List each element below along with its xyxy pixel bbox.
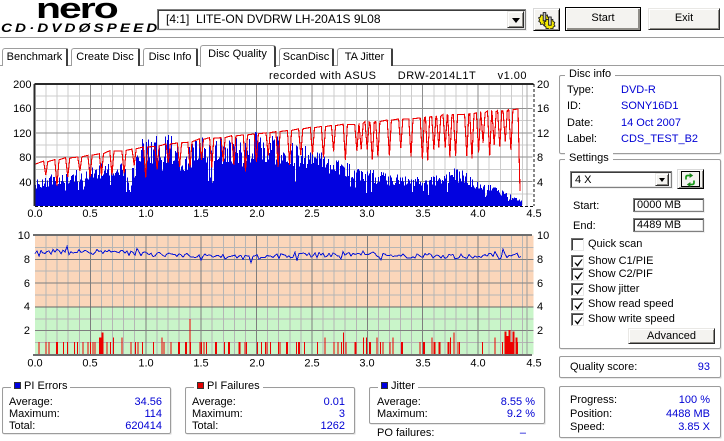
svg-text:1.5: 1.5 <box>193 208 208 220</box>
svg-text:8: 8 <box>24 254 30 266</box>
svg-text:8: 8 <box>537 254 543 266</box>
svg-text:4.0: 4.0 <box>470 208 485 220</box>
svg-text:200: 200 <box>13 79 31 91</box>
svg-text:10: 10 <box>537 230 549 242</box>
svg-text:2: 2 <box>537 325 543 337</box>
svg-text:2.5: 2.5 <box>304 358 319 370</box>
svg-text:1.0: 1.0 <box>138 208 153 220</box>
svg-text:0.5: 0.5 <box>82 208 97 220</box>
svg-text:4.0: 4.0 <box>470 358 485 370</box>
svg-text:6: 6 <box>537 278 543 290</box>
svg-text:40: 40 <box>19 177 31 189</box>
svg-text:4: 4 <box>537 301 543 313</box>
svg-text:6: 6 <box>24 278 30 290</box>
svg-text:1.5: 1.5 <box>193 358 208 370</box>
svg-text:3.5: 3.5 <box>415 358 430 370</box>
svg-text:1.0: 1.0 <box>138 358 153 370</box>
svg-text:160: 160 <box>13 103 31 115</box>
svg-text:0.0: 0.0 <box>27 358 42 370</box>
svg-text:2: 2 <box>24 325 30 337</box>
svg-text:2.5: 2.5 <box>304 208 319 220</box>
svg-text:120: 120 <box>13 128 31 140</box>
svg-text:2.0: 2.0 <box>249 358 264 370</box>
svg-text:4: 4 <box>24 301 30 313</box>
svg-text:4.5: 4.5 <box>526 208 541 220</box>
svg-text:4: 4 <box>537 177 543 189</box>
svg-text:2.0: 2.0 <box>249 208 264 220</box>
svg-text:8: 8 <box>537 152 543 164</box>
svg-text:12: 12 <box>537 128 549 140</box>
svg-text:3.5: 3.5 <box>415 208 430 220</box>
svg-text:4.5: 4.5 <box>526 358 541 370</box>
svg-text:3.0: 3.0 <box>359 208 374 220</box>
svg-text:0.5: 0.5 <box>82 358 97 370</box>
svg-text:16: 16 <box>537 103 549 115</box>
svg-text:3.0: 3.0 <box>359 358 374 370</box>
svg-text:0.0: 0.0 <box>27 208 42 220</box>
svg-text:80: 80 <box>19 152 31 164</box>
svg-text:20: 20 <box>537 79 549 91</box>
svg-text:10: 10 <box>18 230 30 242</box>
